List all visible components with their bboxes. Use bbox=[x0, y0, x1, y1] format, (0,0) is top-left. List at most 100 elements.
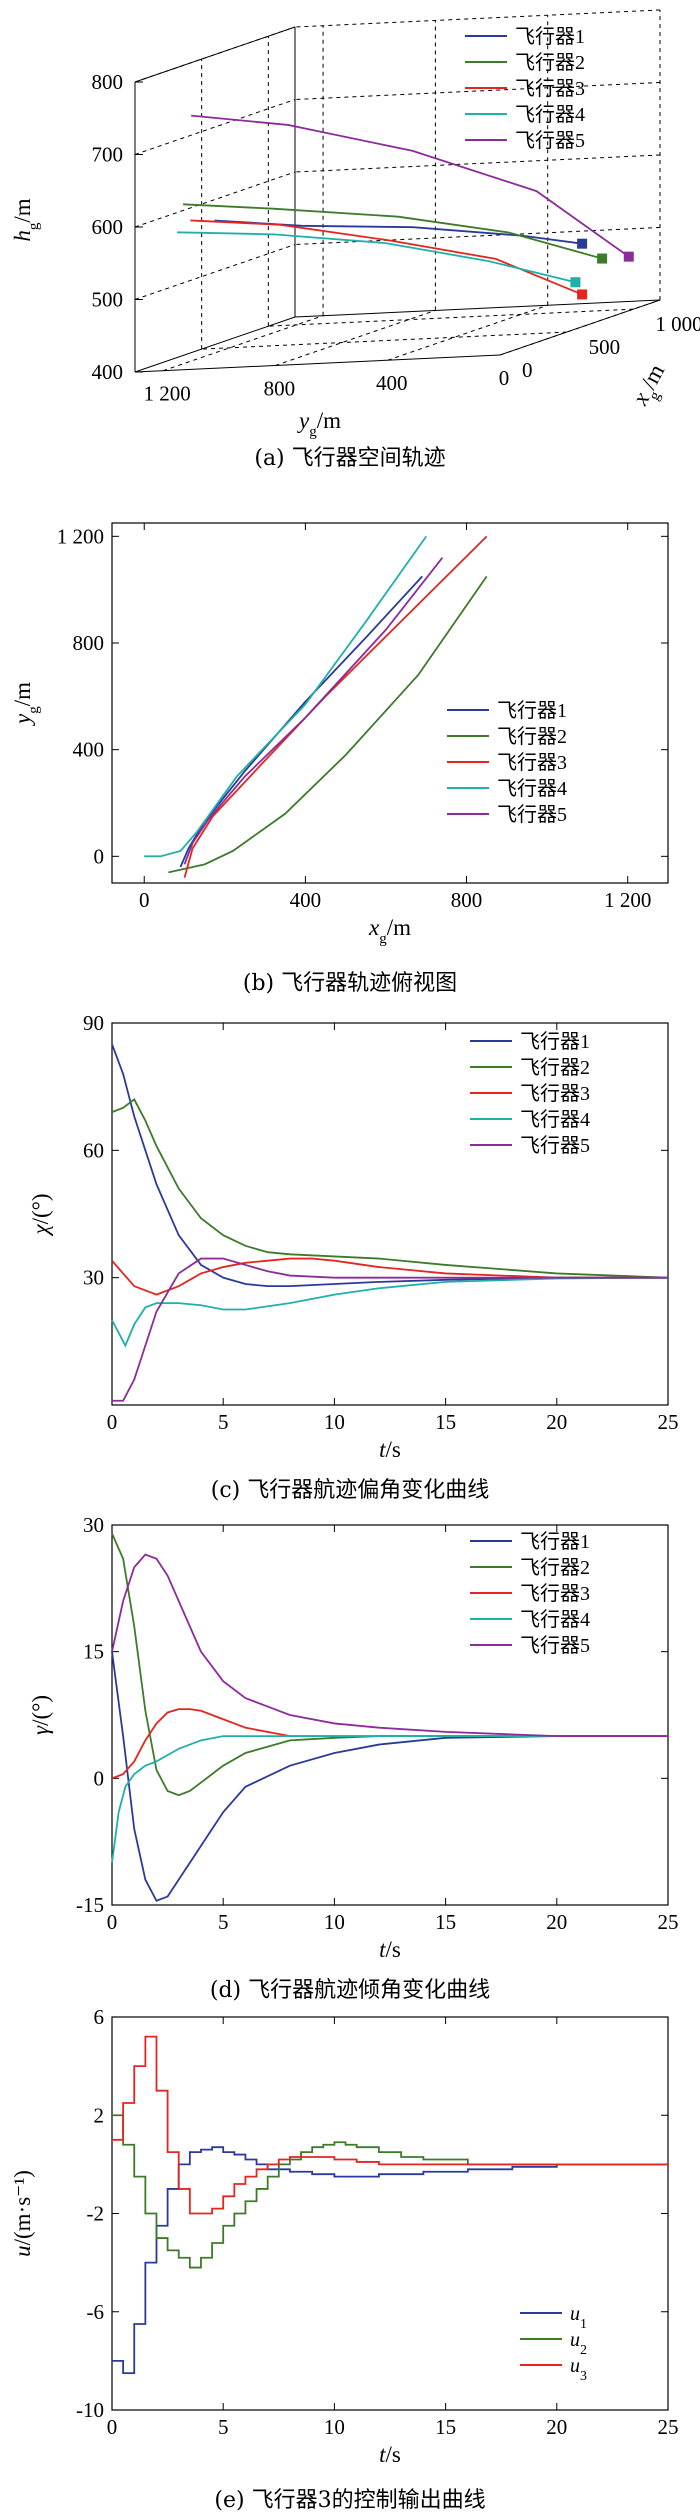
x-axis-label: t/s bbox=[379, 1437, 401, 1462]
grid-line bbox=[162, 315, 324, 372]
y-tick-label: 6 bbox=[94, 2005, 105, 2029]
legend-label-1: 飞行器1 bbox=[515, 25, 585, 48]
y-tick-label: 30 bbox=[83, 1266, 104, 1290]
x-tick-label: 800 bbox=[451, 888, 483, 912]
legend-label-3: 飞行器3 bbox=[520, 1082, 590, 1105]
series-line-3 bbox=[112, 2035, 668, 2215]
panel-path-angle: 0 5 10 15 20 25 -15 0 15 30 t/s γ/(°) 飞行器1 飞行器2 飞行器3 飞行… bbox=[0, 1505, 700, 2005]
panel-3d-trajectory: 400 500 600 700 800 1 200 800 400 0 0 500 1 000 hg/m… bbox=[0, 0, 700, 520]
x-tick-label: 15 bbox=[435, 1910, 456, 1934]
series-line-2 bbox=[111, 1098, 669, 1279]
x-axis-label: xg/m bbox=[627, 360, 675, 413]
plot-frame bbox=[111, 1524, 669, 1906]
y-axis-label: yg/m bbox=[10, 682, 42, 726]
grid-line bbox=[294, 82, 661, 100]
axis-edge bbox=[134, 316, 296, 373]
x-tick-label: 1 200 bbox=[604, 888, 651, 912]
x-tick-label: 0 bbox=[522, 358, 533, 382]
legend-label-3: 飞行器3 bbox=[520, 1582, 590, 1605]
grid-line bbox=[268, 308, 634, 327]
series-line-4 bbox=[111, 1276, 669, 1348]
grid-line bbox=[134, 99, 296, 155]
x-tick-label: 400 bbox=[290, 888, 322, 912]
y-tick-label: 15 bbox=[83, 1640, 104, 1664]
legend-label-5: 飞行器5 bbox=[515, 129, 585, 152]
legend-label-3: 飞行器3 bbox=[515, 77, 585, 100]
y-tick-label: -6 bbox=[87, 2300, 105, 2324]
legend-label-4: 飞行器4 bbox=[520, 1608, 590, 1631]
series-line-2 bbox=[112, 2114, 668, 2269]
y-tick-label: 90 bbox=[83, 1011, 104, 1035]
endpoint-marker-5 bbox=[623, 251, 634, 262]
chart-heading-angle: 0 5 10 15 20 25 30 60 90 t/s χ/(°) 飞行器1 飞行器2 飞行器3 飞行器4… bbox=[28, 1011, 679, 1462]
x-tick-label: 20 bbox=[546, 2415, 567, 2439]
endpoint-marker-1 bbox=[577, 238, 588, 249]
legend-label-2: 飞行器2 bbox=[515, 51, 585, 74]
chart-path-angle: 0 5 10 15 20 25-1501530t/sγ/(°)飞行器1飞行器2飞行器3飞行… bbox=[28, 1513, 679, 1962]
plot-frame bbox=[111, 1022, 669, 1406]
caption-heading-angle: (c) 飞行器航迹偏角变化曲线 bbox=[210, 1478, 490, 1503]
legend-label-4: 飞行器4 bbox=[520, 1108, 590, 1131]
y-tick-label: 60 bbox=[83, 1138, 104, 1162]
series-line-3 bbox=[190, 219, 583, 296]
axis-edge bbox=[499, 299, 661, 356]
caption-path-angle: (d) 飞行器航迹倾角变化曲线 bbox=[209, 1978, 491, 2003]
series-line-5 bbox=[183, 557, 444, 865]
legend-label-1: 飞行器1 bbox=[520, 1530, 590, 1553]
y-tick-label: 0 bbox=[94, 1766, 105, 1790]
x-tick-label: 10 bbox=[324, 2415, 345, 2439]
x-tick-label: 15 bbox=[435, 1410, 456, 1434]
legend-label-3: u3 bbox=[570, 2355, 587, 2384]
x-axis-label: t/s bbox=[379, 1937, 401, 1962]
y-axis-label: yg/m bbox=[297, 408, 341, 440]
z-tick-label: 800 bbox=[92, 70, 124, 94]
y-tick-label: 400 bbox=[73, 738, 105, 762]
x-tick-label: 0 bbox=[107, 2415, 118, 2439]
plot-frame bbox=[111, 522, 669, 884]
x-tick-label: 20 bbox=[546, 1410, 567, 1434]
grid-line bbox=[294, 154, 661, 173]
panel-control-output: 0 5 10 15 20 25 -10 -6 -2 2 6 t/s u/(m·s⁻¹) u1 u2 u3 (e… bbox=[0, 2005, 700, 2517]
panel-heading-angle: 0 5 10 15 20 25 30 60 90 t/s χ/(°) 飞行器1 飞行器2 飞行器3 飞行器4… bbox=[0, 1005, 700, 1505]
caption-control-output: (e) 飞行器3的控制输出曲线 bbox=[214, 2488, 486, 2513]
endpoint-marker-3 bbox=[577, 289, 588, 300]
legend-label-2: 飞行器2 bbox=[497, 725, 567, 748]
grid-line bbox=[201, 331, 567, 350]
legend-label-4: 飞行器4 bbox=[497, 777, 567, 800]
series-line-4 bbox=[177, 231, 576, 284]
z-tick-label: 700 bbox=[92, 143, 124, 167]
legend-label-3: 飞行器3 bbox=[497, 751, 567, 774]
y-tick-label: 800 bbox=[264, 376, 296, 400]
y-tick-label: 2 bbox=[94, 2103, 105, 2127]
y-tick-label: -10 bbox=[76, 2398, 104, 2422]
x-tick-label: 25 bbox=[658, 1910, 679, 1934]
series-line-4 bbox=[144, 535, 427, 858]
grid-line bbox=[134, 171, 296, 228]
x-tick-label: 25 bbox=[658, 2415, 679, 2439]
x-axis-label: xg/m bbox=[368, 915, 411, 947]
x-tick-label: 20 bbox=[546, 1910, 567, 1934]
z-axis-label: hg/m bbox=[10, 198, 42, 241]
z-tick-label: 500 bbox=[92, 288, 124, 312]
series-line-1 bbox=[179, 575, 423, 868]
series-line-3 bbox=[183, 535, 488, 878]
panel-top-view: 0 400 800 1 200 0 400 800 1 200 xg/m yg/m 飞行器1 飞行器2… bbox=[0, 505, 700, 1005]
z-tick-label: 600 bbox=[92, 215, 124, 239]
y-axis-label: u/(m·s⁻¹) bbox=[10, 2170, 35, 2257]
caption-top-view: (b) 飞行器轨迹俯视图 bbox=[242, 971, 458, 996]
z-tick-label: 400 bbox=[92, 360, 124, 384]
caption-3d-trajectory: (a) 飞行器空间轨迹 bbox=[254, 446, 446, 471]
y-tick-label: 0 bbox=[94, 844, 105, 868]
series-line-1 bbox=[111, 1651, 668, 1902]
grid-line bbox=[134, 244, 296, 300]
legend-label-2: u2 bbox=[570, 2329, 587, 2358]
x-tick-label: 15 bbox=[435, 2415, 456, 2439]
y-axis-label: γ/(°) bbox=[28, 1695, 53, 1735]
x-tick-label: 5 bbox=[218, 1410, 229, 1434]
grid-line bbox=[387, 304, 548, 361]
series-line-2 bbox=[183, 203, 603, 260]
endpoint-marker-2 bbox=[597, 253, 608, 264]
grid-line bbox=[294, 227, 661, 245]
x-tick-label: 5 bbox=[218, 2415, 229, 2439]
